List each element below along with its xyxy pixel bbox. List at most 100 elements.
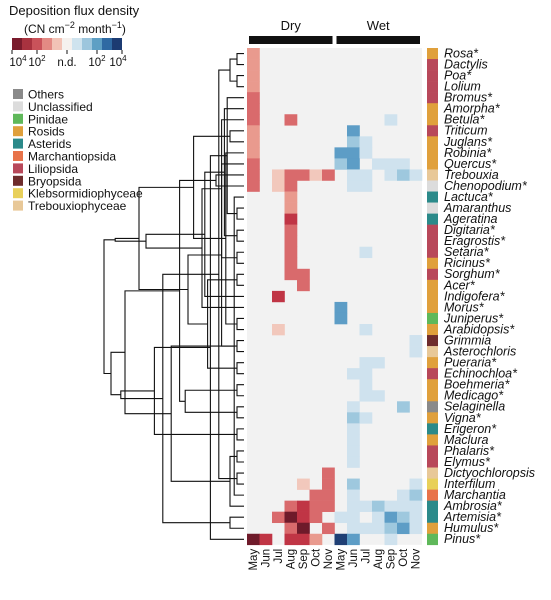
taxon-label: Rosa* (444, 46, 479, 60)
group-color-cell (427, 136, 438, 148)
heatmap-cell (334, 147, 348, 159)
heatmap-cell (347, 500, 360, 512)
group-color-cell (427, 423, 438, 435)
month-label: Aug (286, 549, 298, 569)
heatmap-cell (297, 533, 310, 546)
legend-label: Others (28, 88, 64, 102)
heatmap-cell (409, 489, 423, 501)
heatmap-cell (384, 169, 398, 181)
heatmap-cell (409, 346, 423, 358)
month-label: Aug (373, 549, 385, 569)
heatmap-cell (247, 169, 260, 181)
heatmap-cell (347, 180, 360, 192)
heatmap-cell (297, 478, 310, 490)
heatmap-cell (247, 103, 260, 115)
heatmap-cell (409, 522, 423, 535)
taxon-label: Pueraria* (444, 356, 497, 370)
dendrogram-branch (236, 251, 244, 264)
dendrogram-branch (162, 273, 230, 524)
heatmap-cell (384, 500, 398, 512)
season-bars: Dry Wet (249, 18, 420, 44)
season-label: Wet (367, 18, 390, 33)
dendrogram-branch (236, 52, 244, 66)
group-color-cell (427, 180, 438, 192)
dendrogram-branch (221, 119, 244, 259)
group-sidebar (427, 48, 438, 546)
heatmap-cell (409, 335, 423, 347)
heatmap-cell (372, 390, 385, 402)
heatmap-cell (359, 368, 373, 380)
heatmap-cell (359, 357, 373, 369)
group-color-cell (427, 268, 438, 281)
colorbar-swatch (12, 38, 22, 50)
colorbar-tick-label: 104 (9, 54, 27, 69)
heatmap-cell (284, 533, 298, 546)
taxon-label: Erigeron* (444, 422, 497, 436)
heatmap-cell (322, 169, 335, 181)
heatmap-cell (372, 511, 385, 524)
heatmap-cell (309, 489, 323, 501)
dendrogram-branch (114, 237, 146, 242)
dendrogram-branch (236, 207, 244, 220)
taxon-label: Boehmeria* (444, 378, 510, 392)
legend-label: Bryopsida (28, 174, 82, 188)
month-label: May (336, 549, 348, 571)
heatmap-cell (372, 158, 385, 170)
group-color-cell (427, 158, 438, 170)
legend-label: Liliopsida (28, 162, 78, 176)
taxon-label: Triticum (444, 124, 488, 138)
dendrogram-branch (236, 472, 244, 485)
heatmap-cell (359, 379, 373, 391)
month-label: Nov (411, 549, 423, 570)
legend-label: Marchantiopsida (28, 150, 116, 164)
taxon-label: Medicago* (444, 389, 504, 403)
heatmap-cell (247, 70, 260, 82)
colorbar: Deposition flux density (CN cm−2 month−1… (9, 3, 140, 69)
heatmap-cell (359, 169, 373, 181)
heatmap-cell (372, 500, 385, 512)
heatmap-cell (359, 180, 373, 192)
heatmap-cell (284, 235, 298, 248)
dendrogram-branch (229, 58, 237, 82)
heatmap-cell (247, 114, 260, 126)
taxon-labels: Rosa*DactylisPoa*LoliumBromus*Amorpha*Be… (443, 46, 535, 546)
heatmap-cell (359, 324, 373, 336)
taxon-label: Lolium (444, 80, 481, 94)
heatmap-cell (284, 114, 298, 126)
dendrogram-branch (103, 239, 116, 375)
taxon-label: Trebouxia (444, 168, 499, 182)
group-color-cell (427, 125, 438, 137)
taxon-label: Robinia* (444, 146, 492, 160)
taxon-label: Marchantia (444, 488, 506, 502)
taxon-label: Betula* (444, 113, 485, 127)
heatmap-cell (297, 522, 310, 535)
taxon-label: Asterochloris (443, 345, 516, 359)
heatmap-cell (322, 489, 335, 501)
group-color-cell (427, 522, 438, 535)
taxon-label: Elymus* (444, 455, 491, 469)
heatmap-cell (347, 478, 360, 490)
dendrogram-branch (170, 345, 235, 482)
legend-label: Trebouxiophyceae (28, 199, 127, 213)
group-color-cell (427, 412, 438, 424)
heatmap-cell (384, 511, 398, 524)
group-color-cell (427, 246, 438, 259)
heatmap-cell (397, 511, 410, 524)
heatmap-cell (347, 445, 360, 457)
heatmap-cell (384, 158, 398, 170)
dendrogram-branch (225, 152, 244, 325)
dendrogram-branch (236, 406, 244, 419)
month-label: Sep (298, 549, 310, 569)
dendrogram-branch (184, 389, 237, 413)
taxon-label: Juniperus* (443, 311, 504, 325)
month-label: Nov (323, 549, 335, 570)
colorbar-unit: (CN cm−2 month−1) (24, 20, 126, 36)
heatmap-cell (409, 511, 423, 524)
colorbar-swatch (62, 38, 72, 50)
heatmap-cell (409, 478, 423, 490)
taxon-label: Dactylis (444, 57, 488, 71)
taxon-label: Ageratina (443, 212, 498, 226)
dendrogram-branch (236, 384, 244, 397)
taxon-label: Humulus* (444, 521, 499, 535)
legend-swatch (13, 101, 23, 112)
